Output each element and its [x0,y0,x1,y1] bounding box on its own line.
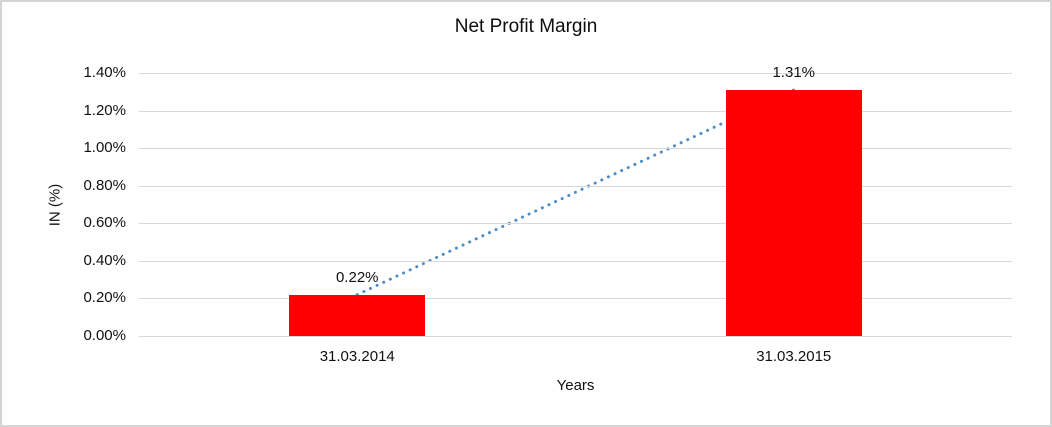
chart-title: Net Profit Margin [454,16,598,37]
gridline [139,73,1012,74]
data-label: 1.31% [772,63,816,81]
y-axis-tick-label: 1.40% [83,64,126,81]
y-axis-tick-label: 1.00% [83,139,126,157]
gridline [139,260,1012,262]
data-label: 0.22% [335,268,379,286]
gridline [139,148,1012,150]
y-axis-tick-label: 0.20% [83,289,126,307]
x-axis-tick-label: 31.03.2015 [756,348,832,365]
y-axis-tick-label: 0.00% [83,327,126,344]
y-axis-tick-label: 1.20% [83,101,126,119]
x-axis-title: Years [556,377,595,394]
gridline [139,185,1012,187]
gridline [139,298,1012,300]
bar-31.03.2015 [725,89,862,336]
y-axis-tick-label: 0.60% [83,214,126,232]
gridline [139,110,1012,112]
gridline [139,223,1012,225]
y-axis-tick-label: 0.80% [83,176,126,194]
gridline [139,336,1012,337]
y-axis-tick-label: 0.40% [83,251,126,269]
x-axis-tick-label: 31.03.2014 [319,348,395,365]
bar-31.03.2014 [289,294,426,336]
